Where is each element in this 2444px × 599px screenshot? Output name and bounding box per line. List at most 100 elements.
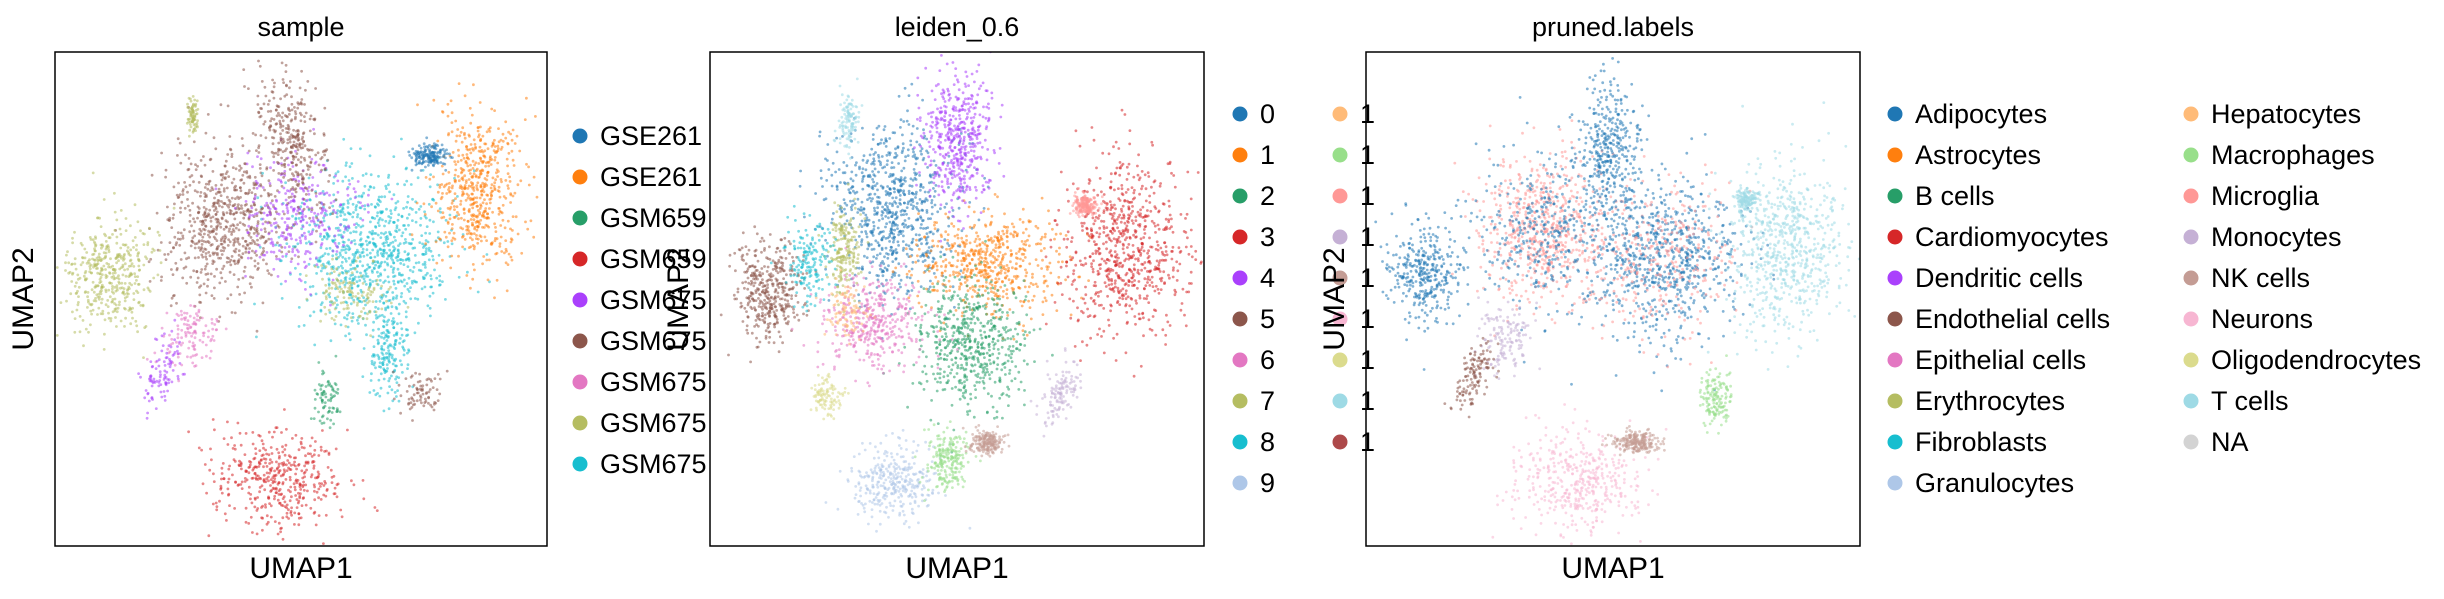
data-point [196,276,200,280]
data-point [450,254,454,258]
data-point [347,311,351,315]
data-point [312,219,315,222]
data-point [479,125,482,129]
data-point [914,233,918,237]
data-point [292,482,296,486]
data-point [860,219,864,223]
data-point [442,215,446,219]
data-point [433,377,437,380]
data-point [435,160,438,163]
data-point [884,225,887,229]
data-point [325,247,328,251]
data-point [305,173,309,176]
data-point [395,224,399,228]
data-point [275,255,278,258]
data-point [279,234,283,238]
data-point [297,463,300,467]
data-point [311,285,315,288]
data-point [436,230,440,234]
data-point [256,94,260,98]
data-point [394,256,398,260]
data-point [297,448,301,452]
data-point [456,160,460,164]
data-point [322,203,326,206]
data-point [454,163,458,166]
data-point [294,179,298,183]
data-point [268,471,271,475]
data-point [55,334,59,337]
data-point [261,171,264,175]
data-point [307,230,311,234]
data-point [319,319,322,323]
data-point [97,297,101,301]
data-point [157,358,161,362]
data-point [105,275,109,278]
data-point [278,249,281,253]
data-point [200,356,204,359]
data-point [930,199,934,202]
data-point [406,288,410,291]
data-point [296,209,300,213]
data-point [244,432,248,435]
data-point [212,260,216,264]
data-point [465,225,469,228]
data-point [127,309,131,312]
data-point [469,185,473,188]
data-point [373,361,377,364]
data-point [387,243,391,247]
data-point [232,177,236,181]
data-point [435,276,439,280]
data-point [319,396,323,400]
data-point [363,184,367,188]
legend-item: GSM659 [572,244,707,274]
data-point [871,133,875,137]
data-point [308,155,311,159]
data-point [377,327,380,331]
data-point [900,169,904,173]
data-point [333,241,337,245]
data-point [166,389,170,393]
scatter-points-1 [55,59,547,545]
data-point [447,188,450,192]
data-point [298,272,302,276]
data-point [497,127,500,130]
data-point [273,207,277,210]
data-point [151,247,155,251]
data-point [438,274,442,278]
data-point [405,166,408,170]
data-point [435,143,438,147]
data-point [327,180,330,183]
data-point [425,225,429,229]
data-point [247,224,251,228]
point-cluster [114,103,318,333]
data-point [299,488,303,491]
data-point [483,149,487,153]
data-point [368,251,372,255]
data-point [163,332,166,336]
data-point [269,166,272,170]
data-point [875,200,879,204]
data-point [335,256,338,260]
data-point [94,237,98,240]
data-point [192,180,195,184]
data-point [393,235,396,239]
data-point [413,297,417,300]
data-point [506,164,509,168]
data-point [319,221,322,224]
data-point [197,239,201,243]
data-point [77,295,80,298]
data-point [451,199,455,203]
data-point [320,168,323,172]
data-point [174,261,178,265]
data-point [282,140,286,144]
data-point [873,167,877,171]
data-point [509,255,513,259]
data-point [119,319,123,323]
data-point [444,298,447,301]
data-point [176,374,180,378]
data-point [207,180,211,184]
data-point [484,164,487,168]
data-point [73,262,77,266]
data-point [204,225,208,228]
data-point [939,250,943,254]
